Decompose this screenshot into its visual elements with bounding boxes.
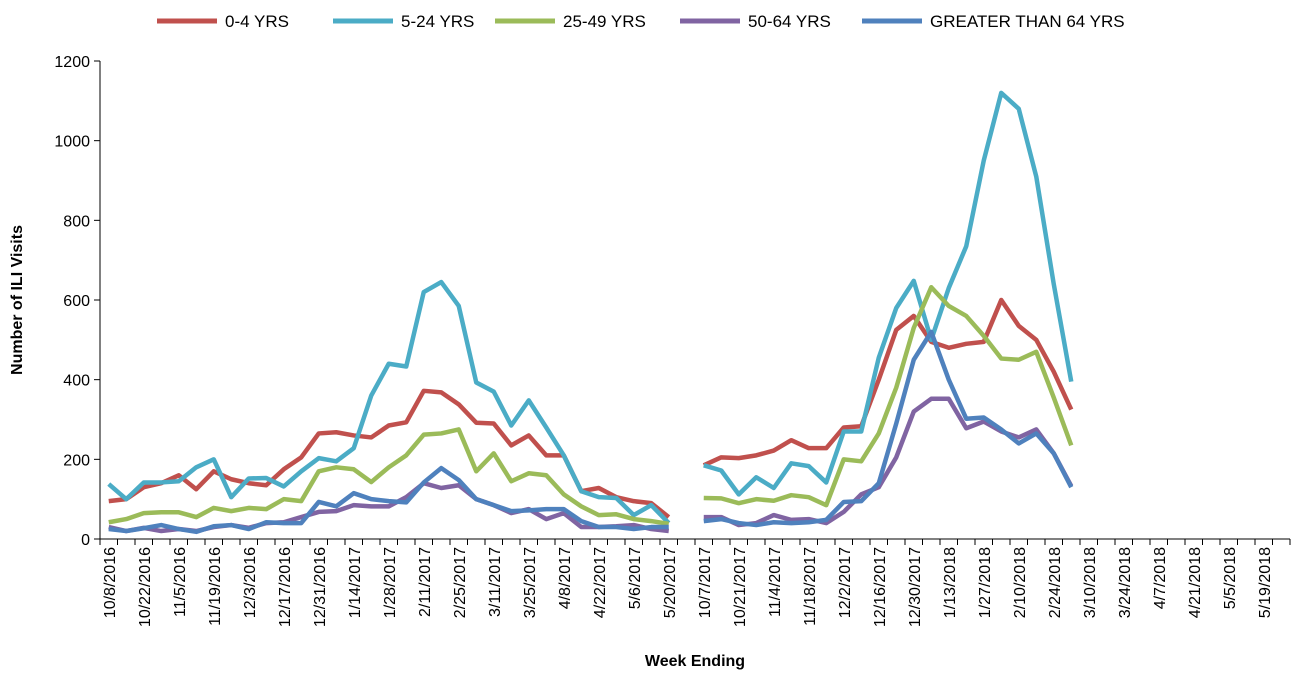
x-tick-label: 11/4/2017 — [767, 547, 784, 617]
x-tick-label: 3/25/2017 — [522, 547, 539, 618]
x-tick-label: 12/17/2016 — [277, 547, 294, 627]
x-tick-label: 12/30/2017 — [907, 547, 924, 627]
y-tick-label: 600 — [63, 293, 90, 310]
x-tick-label: 3/10/2018 — [1082, 547, 1099, 618]
x-tick-label: 10/22/2016 — [137, 547, 154, 627]
x-tick-label: 12/31/2016 — [312, 547, 329, 627]
series-line — [108, 285, 1074, 527]
x-tick-label: 10/7/2017 — [697, 547, 714, 618]
y-tick-label: 1200 — [54, 54, 90, 71]
x-tick-label: 2/11/2017 — [417, 547, 434, 617]
x-tick-label: 11/18/2017 — [802, 547, 819, 626]
y-tick-label: 800 — [63, 213, 90, 230]
x-tick-label: 1/13/2018 — [942, 547, 959, 618]
x-tick-label: 12/3/2016 — [242, 547, 259, 618]
x-tick-label: 4/22/2017 — [592, 547, 609, 618]
y-tick-label: 400 — [63, 373, 90, 390]
x-tick-label: 11/19/2016 — [207, 547, 224, 626]
y-tick-label: 1000 — [54, 134, 90, 151]
x-tick-label: 10/21/2017 — [732, 547, 749, 627]
x-axis-title: Week Ending — [645, 653, 745, 670]
x-tick-label: 12/16/2017 — [872, 547, 889, 627]
legend-label: 5-24 YRS — [401, 12, 474, 31]
x-tick-label: 1/28/2017 — [382, 547, 399, 618]
legend-label: 50-64 YRS — [748, 12, 831, 31]
x-tick-label: 1/14/2017 — [347, 547, 364, 618]
x-tick-label: 5/5/2018 — [1222, 547, 1239, 609]
x-tick-label: 2/25/2017 — [452, 547, 469, 618]
x-tick-label: 3/24/2018 — [1117, 547, 1134, 618]
x-tick-label: 4/7/2018 — [1152, 547, 1169, 609]
x-tick-label: 3/11/2017 — [487, 547, 504, 617]
x-tick-label: 12/2/2017 — [837, 547, 854, 618]
legend-label: 0-4 YRS — [225, 12, 289, 31]
legend-label: GREATER THAN 64 YRS — [930, 12, 1125, 31]
x-tick-label: 5/6/2017 — [627, 547, 644, 609]
legend-label: 25-49 YRS — [563, 12, 646, 31]
x-tick-label: 4/21/2018 — [1187, 547, 1204, 618]
x-tick-label: 4/8/2017 — [557, 547, 574, 609]
y-tick-label: 0 — [81, 532, 90, 549]
x-tick-label: 1/27/2018 — [977, 547, 994, 618]
y-axis-title: Number of ILI Visits — [9, 225, 26, 375]
x-tick-label: 2/10/2018 — [1012, 547, 1029, 618]
y-tick-label: 200 — [63, 452, 90, 469]
x-tick-label: 5/19/2018 — [1257, 547, 1274, 618]
series-line — [107, 90, 1074, 525]
series-line — [108, 329, 1074, 535]
x-tick-label: 11/5/2016 — [172, 547, 189, 617]
x-tick-label: 10/8/2016 — [102, 547, 119, 618]
x-tick-label: 2/24/2018 — [1047, 547, 1064, 618]
x-tick-label: 5/20/2017 — [662, 547, 679, 618]
